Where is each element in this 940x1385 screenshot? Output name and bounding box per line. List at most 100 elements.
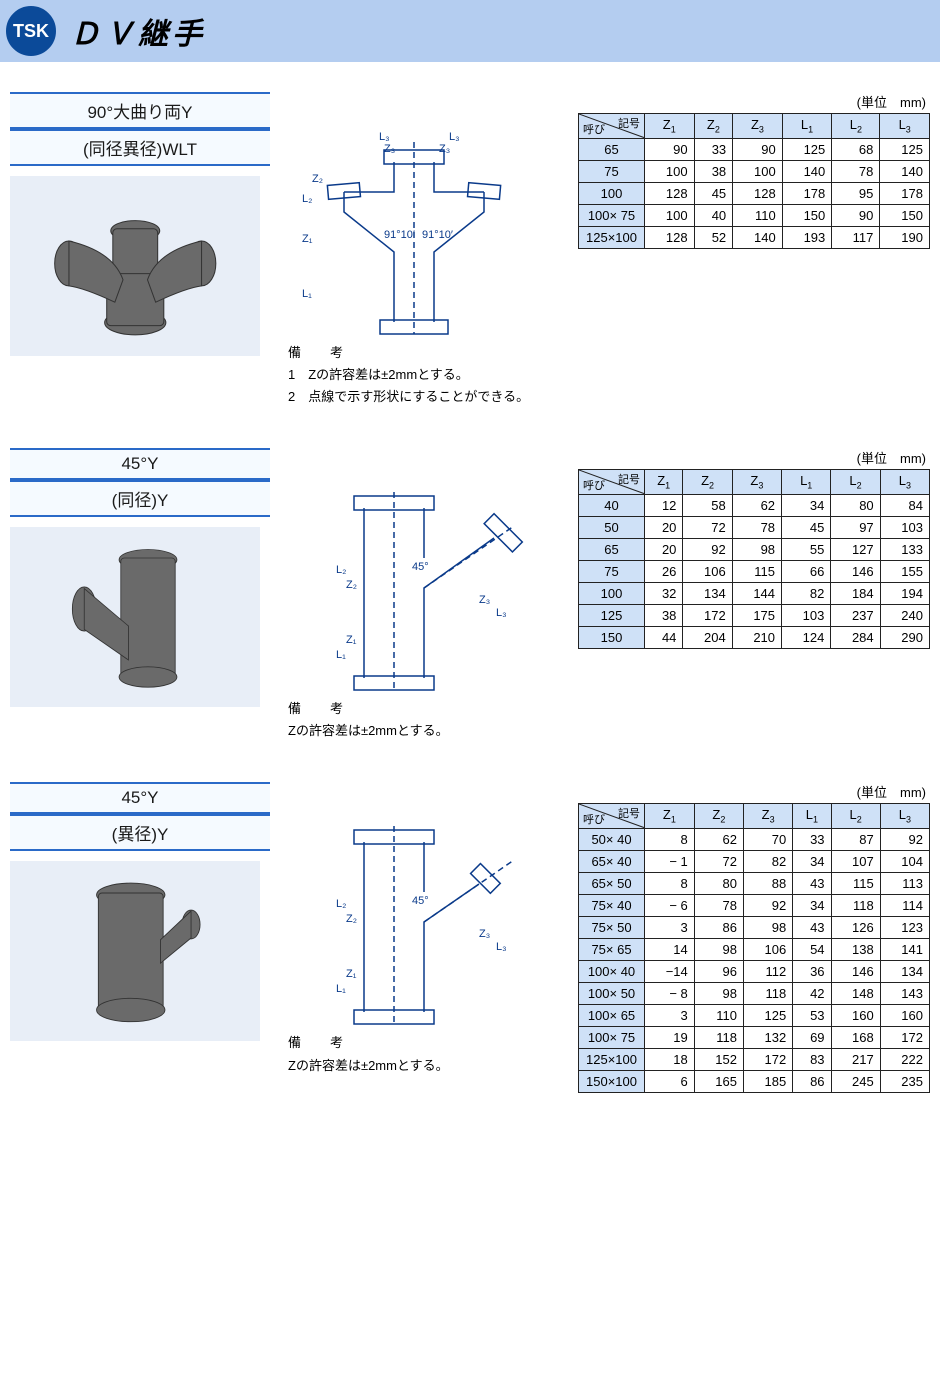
table-row: 100× 65311012553160160 <box>579 1005 930 1027</box>
table-row: 75× 65149810654138141 <box>579 939 930 961</box>
svg-text:91°10′: 91°10′ <box>422 229 453 241</box>
value-cell: 26 <box>645 560 683 582</box>
size-cell: 125 <box>579 604 645 626</box>
svg-text:Z₃: Z₃ <box>384 143 395 155</box>
value-cell: 118 <box>743 983 792 1005</box>
value-cell: 124 <box>782 626 831 648</box>
value-cell: 155 <box>880 560 929 582</box>
table-corner: 記号呼び <box>579 470 645 495</box>
value-cell: 86 <box>694 917 743 939</box>
value-cell: 185 <box>743 1071 792 1093</box>
value-cell: 165 <box>694 1071 743 1093</box>
section-title: 45°Y <box>10 782 270 814</box>
value-cell: 144 <box>732 582 781 604</box>
col-header: Z3 <box>732 470 781 495</box>
value-cell: 160 <box>831 1005 880 1027</box>
col-header: Z2 <box>694 804 743 829</box>
col-header: Z3 <box>733 114 783 139</box>
value-cell: 6 <box>645 1071 695 1093</box>
value-cell: 38 <box>645 604 683 626</box>
value-cell: 290 <box>880 626 929 648</box>
value-cell: 184 <box>831 582 880 604</box>
product-section: 90°大曲り両Y(同径異径)WLT <box>0 62 940 418</box>
value-cell: 34 <box>793 895 831 917</box>
value-cell: 3 <box>645 917 695 939</box>
table-row: 65× 40− 1728234107104 <box>579 851 930 873</box>
size-cell: 65× 50 <box>579 873 645 895</box>
col-header: Z2 <box>683 470 732 495</box>
value-cell: 70 <box>743 829 792 851</box>
col-header: L1 <box>782 470 831 495</box>
size-cell: 150 <box>579 626 645 648</box>
notes-heading: 備 考 <box>288 698 564 720</box>
size-cell: 65 <box>579 538 645 560</box>
value-cell: 152 <box>694 1049 743 1071</box>
value-cell: 14 <box>645 939 695 961</box>
value-cell: 172 <box>683 604 732 626</box>
value-cell: 178 <box>782 182 832 204</box>
value-cell: 95 <box>832 182 880 204</box>
value-cell: 160 <box>880 1005 929 1027</box>
tsk-logo: TSK <box>6 6 56 56</box>
value-cell: 19 <box>645 1027 695 1049</box>
col-header: L3 <box>880 470 929 495</box>
value-cell: 36 <box>793 961 831 983</box>
value-cell: 90 <box>645 138 695 160</box>
value-cell: 98 <box>743 917 792 939</box>
value-cell: 172 <box>880 1027 929 1049</box>
value-cell: 18 <box>645 1049 695 1071</box>
col-header: Z3 <box>743 804 792 829</box>
col-header: Z2 <box>694 114 733 139</box>
section-title: (同径異径)WLT <box>10 129 270 166</box>
size-cell: 100× 75 <box>579 1027 645 1049</box>
table-corner: 記号呼び <box>579 114 645 139</box>
value-cell: 92 <box>880 829 929 851</box>
svg-text:L₁: L₁ <box>336 649 346 661</box>
value-cell: 245 <box>831 1071 880 1093</box>
svg-text:L₃: L₃ <box>496 941 507 953</box>
table-corner: 記号呼び <box>579 804 645 829</box>
value-cell: 117 <box>832 226 880 248</box>
col-header: L2 <box>831 470 880 495</box>
value-cell: 55 <box>782 538 831 560</box>
size-cell: 100× 65 <box>579 1005 645 1027</box>
svg-text:L₂: L₂ <box>302 193 312 205</box>
value-cell: 78 <box>832 160 880 182</box>
value-cell: 90 <box>832 204 880 226</box>
value-cell: 217 <box>831 1049 880 1071</box>
value-cell: 190 <box>880 226 930 248</box>
value-cell: 97 <box>831 516 880 538</box>
value-cell: 66 <box>782 560 831 582</box>
size-cell: 100 <box>579 182 645 204</box>
col-header: L2 <box>831 804 880 829</box>
svg-text:Z₂: Z₂ <box>346 579 357 591</box>
note-line: Zの許容差は±2mmとする。 <box>288 1055 564 1077</box>
notes-heading: 備 考 <box>288 1032 564 1054</box>
value-cell: 72 <box>694 851 743 873</box>
svg-text:Z₁: Z₁ <box>346 968 357 980</box>
value-cell: 104 <box>880 851 929 873</box>
value-cell: 80 <box>694 873 743 895</box>
size-cell: 125×100 <box>579 226 645 248</box>
svg-text:L₂: L₂ <box>336 564 346 576</box>
value-cell: 90 <box>733 138 783 160</box>
note-line: Zの許容差は±2mmとする。 <box>288 720 564 742</box>
table-row: 100× 751911813269168172 <box>579 1027 930 1049</box>
value-cell: 44 <box>645 626 683 648</box>
section-title: 45°Y <box>10 448 270 480</box>
section-title: 90°大曲り両Y <box>10 92 270 129</box>
value-cell: 146 <box>831 560 880 582</box>
size-cell: 50× 40 <box>579 829 645 851</box>
table-row: 100× 50− 89811842148143 <box>579 983 930 1005</box>
value-cell: 125 <box>782 138 832 160</box>
value-cell: 172 <box>743 1049 792 1071</box>
value-cell: 58 <box>683 494 732 516</box>
notes: 備 考1 Zの許容差は±2mmとする。2 点線で示す形状にすることができる。 <box>284 342 564 408</box>
table-row: 6590339012568125 <box>579 138 930 160</box>
value-cell: 32 <box>645 582 683 604</box>
value-cell: 42 <box>793 983 831 1005</box>
svg-text:L₃: L₃ <box>449 131 460 143</box>
value-cell: 106 <box>683 560 732 582</box>
value-cell: 175 <box>732 604 781 626</box>
svg-text:Z₃: Z₃ <box>439 143 450 155</box>
